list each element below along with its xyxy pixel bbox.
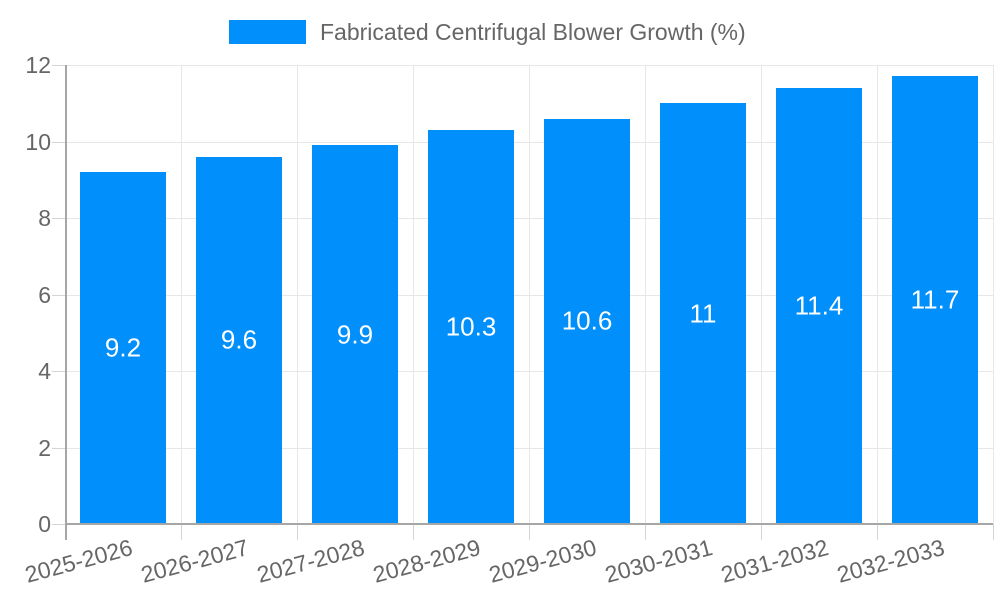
y-axis-label: 2 xyxy=(38,434,51,461)
bar-value-label: 9.6 xyxy=(220,324,258,355)
chart-legend[interactable]: Fabricated Centrifugal Blower Growth (%) xyxy=(229,15,746,49)
x-axis-tick xyxy=(413,524,414,540)
y-axis-tick xyxy=(52,218,65,219)
gridline-vertical xyxy=(181,65,182,524)
x-axis-line xyxy=(65,523,993,525)
y-axis-label: 0 xyxy=(38,511,51,537)
x-axis-label: 2028-2029 xyxy=(370,534,484,588)
y-axis-label: 10 xyxy=(25,128,51,155)
y-axis-label: 12 xyxy=(25,52,51,78)
x-axis-tick xyxy=(761,524,762,540)
bar-value-label: 11.7 xyxy=(910,284,960,315)
y-axis-tick xyxy=(52,524,65,525)
legend-swatch xyxy=(229,20,306,44)
x-axis-tick xyxy=(529,524,530,540)
x-axis-tick xyxy=(181,524,182,540)
bar-2026-2027[interactable] xyxy=(196,156,282,524)
bar-value-label: 11 xyxy=(689,298,717,329)
y-axis-tick xyxy=(52,371,65,372)
bar-value-label: 10.6 xyxy=(561,305,613,336)
x-axis-label: 2029-2030 xyxy=(486,534,600,588)
x-axis-tick xyxy=(993,524,994,540)
gridline-vertical xyxy=(297,65,298,524)
y-axis-tick xyxy=(52,141,65,143)
x-axis-tick xyxy=(297,524,298,540)
bar-2031-2032[interactable] xyxy=(776,87,862,524)
gridline-vertical xyxy=(413,65,414,524)
bar-2029-2030[interactable] xyxy=(544,118,630,524)
gridline-vertical xyxy=(761,65,762,524)
y-axis-tick xyxy=(52,447,65,449)
x-axis-tick xyxy=(645,524,646,540)
y-axis-label: 4 xyxy=(38,358,51,384)
bar-2028-2029[interactable] xyxy=(428,130,514,524)
y-axis-tick xyxy=(52,294,65,296)
x-axis-label: 2027-2028 xyxy=(254,534,368,588)
bar-value-label: 10.3 xyxy=(445,311,497,342)
legend-label: Fabricated Centrifugal Blower Growth (%) xyxy=(320,18,746,45)
bar-2032-2033[interactable] xyxy=(892,76,978,524)
y-axis-tick xyxy=(52,65,65,66)
x-axis-tick xyxy=(877,524,878,540)
x-axis-label: 2030-2031 xyxy=(602,534,716,588)
gridline-vertical xyxy=(877,65,878,524)
y-axis-label: 6 xyxy=(38,281,51,308)
x-axis-label: 2026-2027 xyxy=(138,534,252,588)
bar-value-label: 9.2 xyxy=(104,332,142,363)
bar-2025-2026[interactable] xyxy=(80,172,166,524)
x-axis-label: 2031-2032 xyxy=(718,534,832,588)
y-axis-label: 8 xyxy=(38,205,51,231)
gridline-vertical xyxy=(645,65,646,524)
y-axis-line xyxy=(65,65,67,540)
bar-value-label: 9.9 xyxy=(336,319,374,350)
bar-2027-2028[interactable] xyxy=(312,145,398,524)
x-axis-label: 2025-2026 xyxy=(22,534,136,588)
gridline-vertical xyxy=(993,65,994,524)
bar-value-label: 11.4 xyxy=(794,290,844,321)
bar-2030-2031[interactable] xyxy=(660,103,746,524)
gridline-vertical xyxy=(529,65,530,524)
x-axis-label: 2032-2033 xyxy=(834,534,948,588)
plot-area: 9.2 9.6 9.9 10.3 10.6 11 11.4 11.7 0 2 4 6 8 10 12 202… xyxy=(22,54,994,588)
